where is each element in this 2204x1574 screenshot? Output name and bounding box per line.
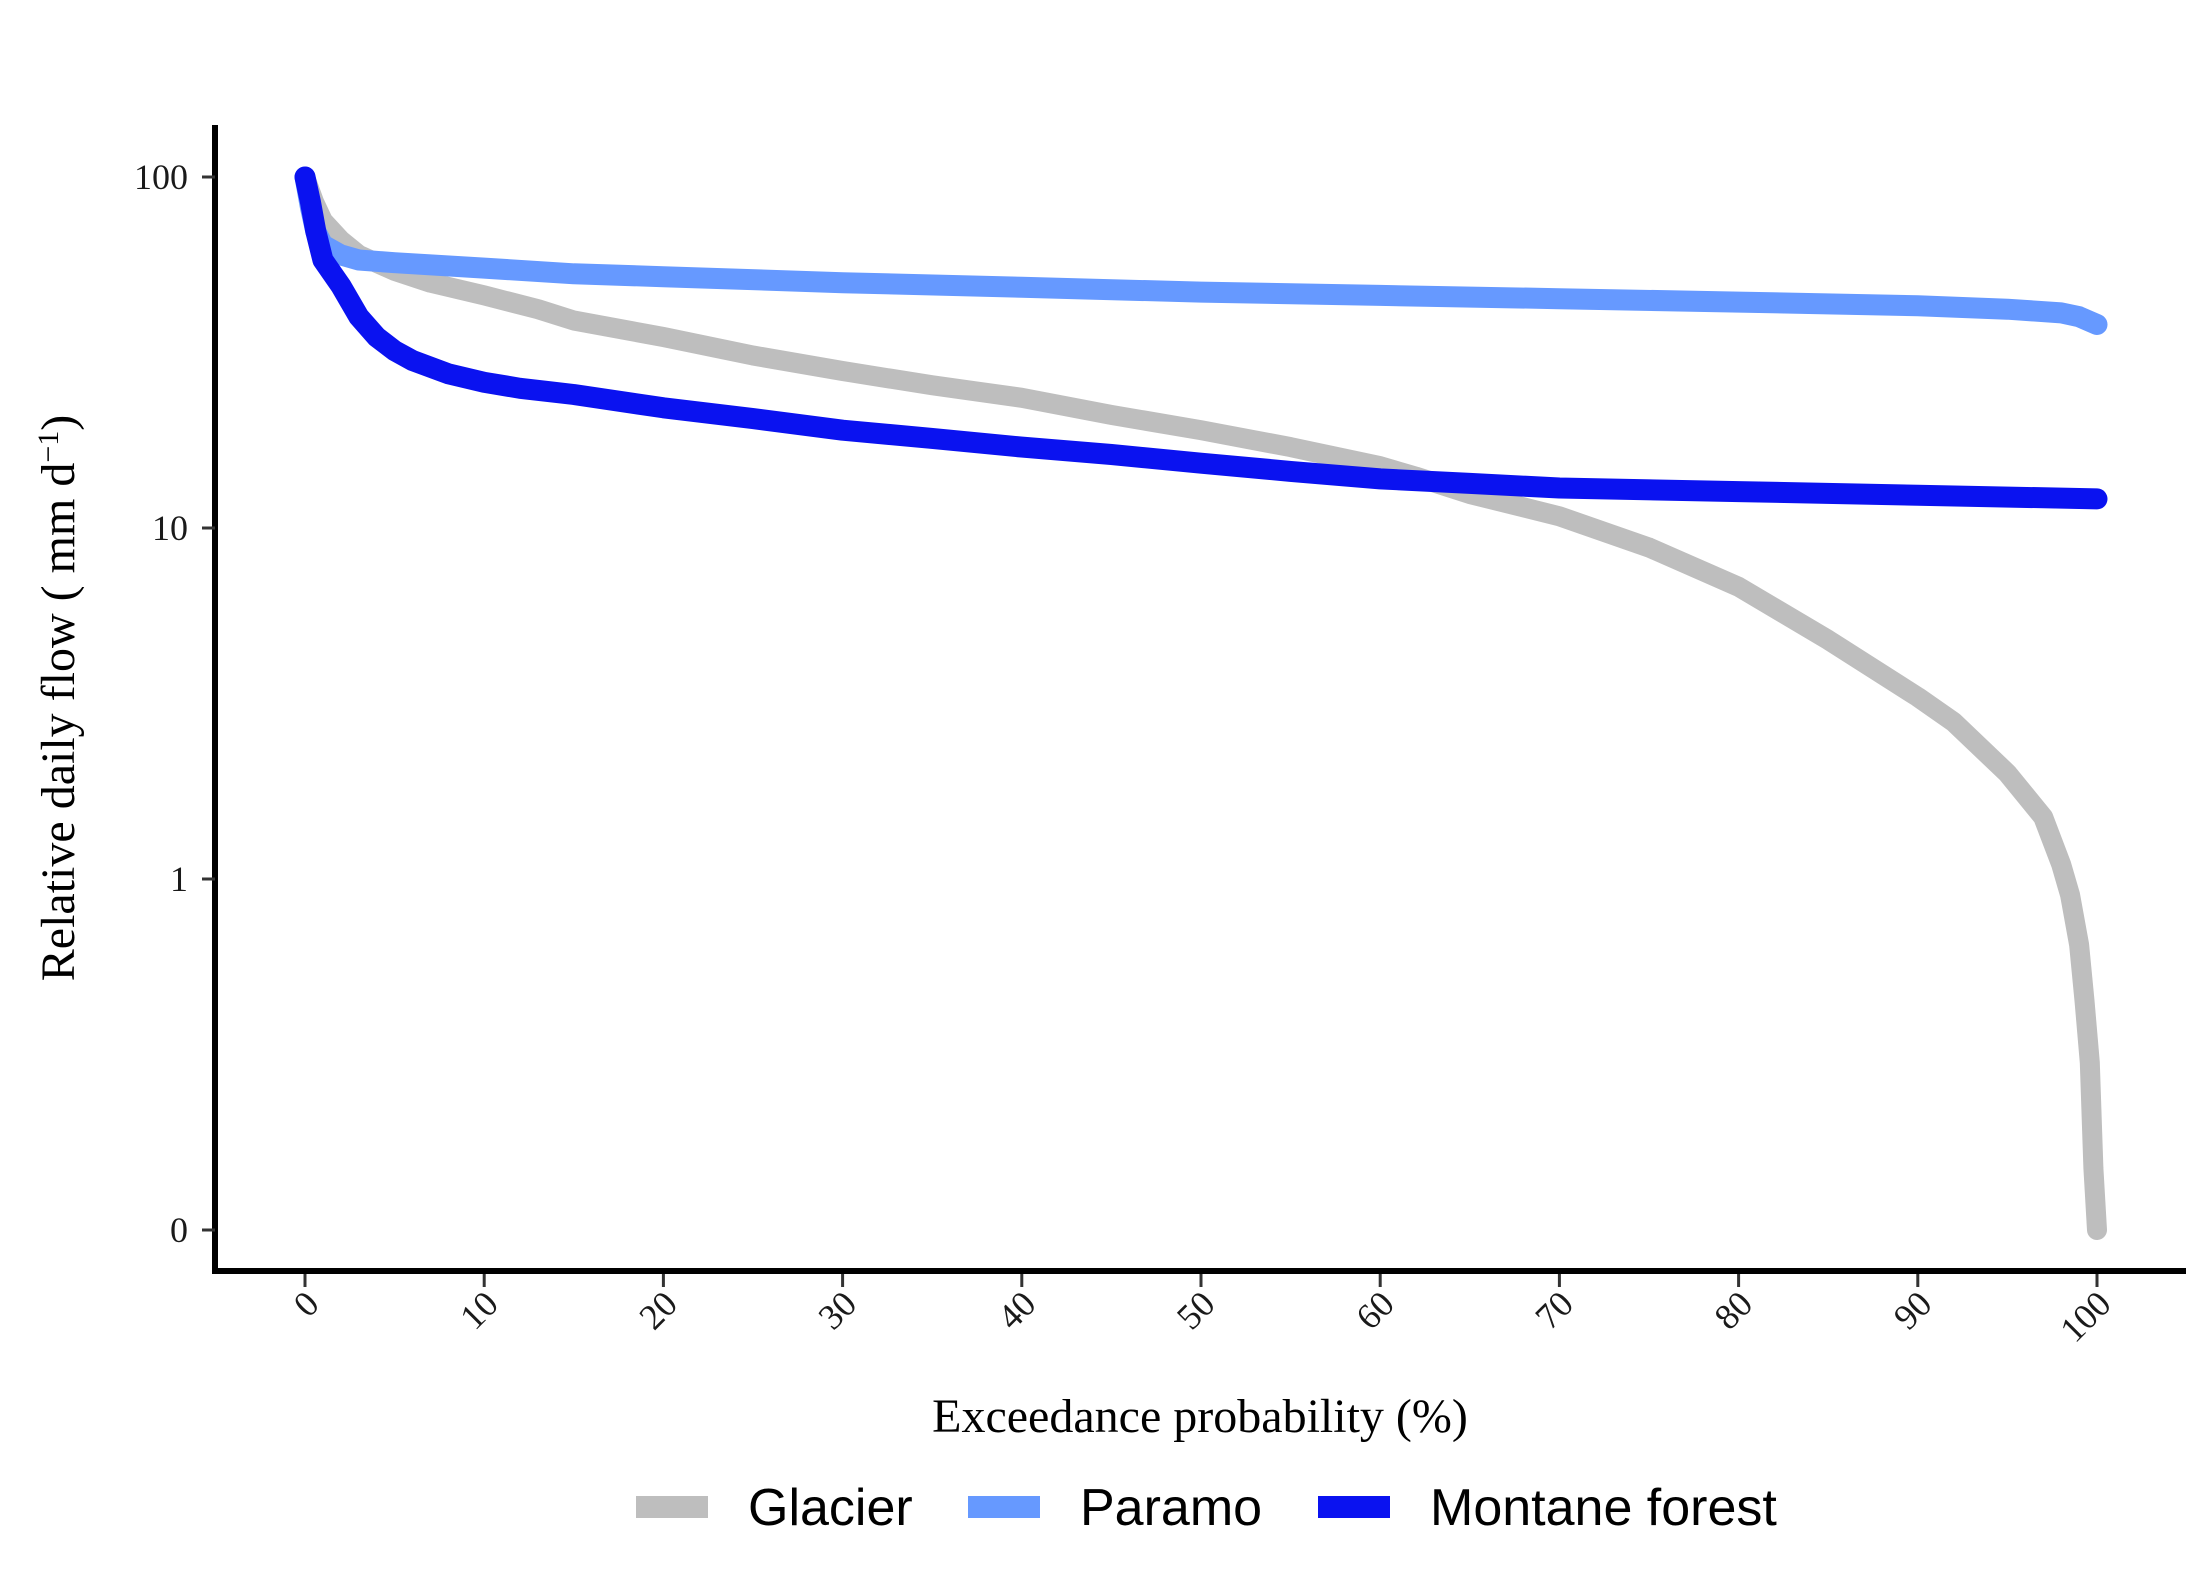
x-ticks: 0 10 20 30 40 50 60 70 80 90 100 [286, 1274, 2119, 1350]
y-ticks: 0 1 10 100 [134, 157, 215, 1250]
legend-label-paramo: Paramo [1080, 1479, 1262, 1537]
series-line-paramo [294, 166, 2108, 335]
y-tick-label: 1 [170, 859, 188, 899]
y-axis-title: Relative daily flow ( mm d−1) [32, 415, 86, 981]
legend-label-glacier: Glacier [748, 1479, 913, 1537]
y-tick-label: 100 [134, 157, 188, 197]
x-tick-label: 20 [631, 1283, 685, 1337]
series-line-glacier [295, 167, 2107, 1240]
x-axis-title: Exceedance probability (%) [932, 1390, 1468, 1443]
x-tick-label: 40 [990, 1283, 1044, 1337]
x-tick-label: 0 [286, 1283, 327, 1324]
legend: Glacier Paramo Montane forest [636, 1479, 1777, 1537]
x-tick-label: 10 [452, 1283, 506, 1337]
x-tick-label: 80 [1707, 1283, 1761, 1337]
y-axis-title-superscript: −1 [32, 431, 65, 463]
x-tick-label: 60 [1348, 1283, 1402, 1337]
y-tick-label: 0 [170, 1210, 188, 1250]
legend-label-montane-forest: Montane forest [1430, 1479, 1777, 1537]
x-tick-label: 30 [811, 1283, 865, 1337]
x-tick-label: 100 [2052, 1283, 2118, 1349]
x-tick-label: 90 [1886, 1283, 1940, 1337]
y-axis-title-close: ) [32, 415, 85, 431]
series-line-montane-forest [294, 166, 2108, 510]
y-axis-title-main: Relative daily flow ( mm d [32, 463, 85, 982]
axes-layer [212, 125, 2186, 1274]
x-tick-label: 50 [1169, 1283, 1223, 1337]
x-tick-label: 70 [1527, 1283, 1581, 1337]
y-tick-label: 10 [152, 508, 188, 548]
series-layer [294, 166, 2108, 1240]
